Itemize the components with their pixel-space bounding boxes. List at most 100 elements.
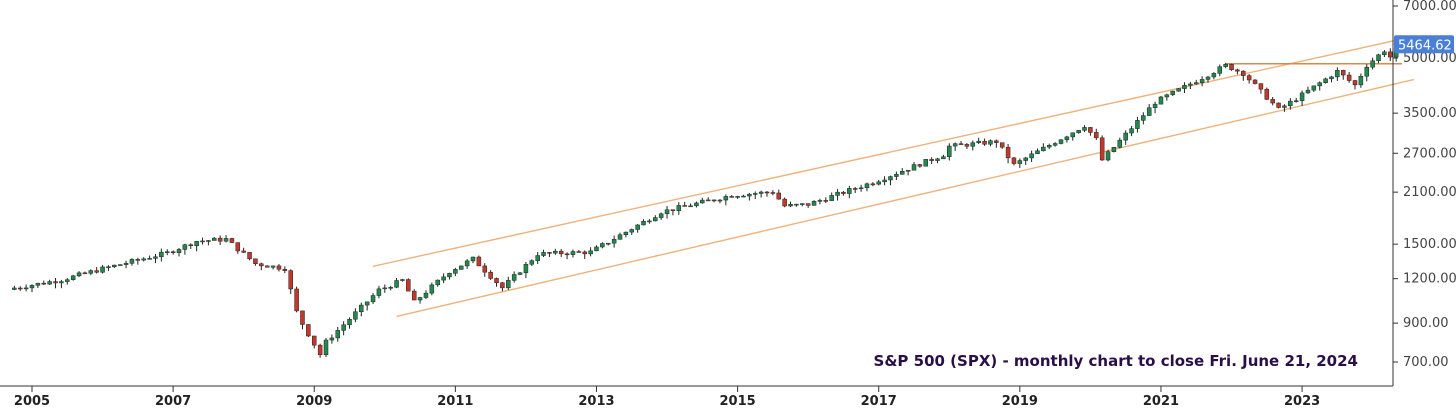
candle	[1046, 143, 1052, 150]
candle-body	[1335, 70, 1340, 78]
candle	[1082, 125, 1087, 133]
candle	[294, 286, 299, 313]
candle-body	[1199, 79, 1205, 83]
candle-body	[1382, 51, 1387, 56]
candle-body	[588, 250, 593, 255]
candle-body	[811, 201, 817, 206]
candle-body	[364, 301, 370, 306]
x-tick-label: 2021	[1143, 394, 1179, 409]
candle	[1105, 149, 1111, 162]
candle-body	[394, 280, 399, 288]
candle-body	[353, 311, 358, 320]
candle-body	[958, 143, 964, 145]
candle-body	[106, 266, 111, 269]
y-tick-label: 700.00	[1403, 355, 1449, 370]
candle-body	[1305, 89, 1311, 94]
candle	[1264, 87, 1270, 101]
candle	[870, 182, 876, 187]
candle	[658, 212, 664, 220]
candle-body	[1005, 146, 1011, 159]
candle	[223, 235, 229, 243]
candle	[976, 137, 981, 144]
candle-body	[1041, 146, 1046, 152]
candle	[641, 219, 646, 226]
candle-body	[553, 250, 558, 254]
candle	[453, 267, 458, 277]
candle	[894, 171, 899, 181]
candle-body	[1123, 132, 1128, 141]
candle-body	[470, 256, 476, 262]
candle-body	[700, 199, 705, 204]
candle-body	[453, 269, 458, 274]
candle-body	[464, 260, 470, 267]
candle	[764, 191, 770, 197]
candle	[1246, 74, 1252, 84]
candle	[429, 282, 435, 296]
candle-body	[82, 272, 88, 275]
candle-body	[247, 252, 252, 260]
candle-body	[1105, 151, 1111, 161]
candle-body	[1352, 80, 1358, 86]
candle-body	[776, 192, 782, 200]
candle	[929, 157, 934, 164]
candle	[752, 191, 758, 200]
candle	[1258, 83, 1264, 94]
candle-body	[729, 196, 734, 198]
candle-body	[1170, 90, 1175, 96]
candle	[441, 273, 446, 284]
candle-body	[429, 284, 435, 294]
candle-body	[264, 265, 270, 268]
candle	[882, 176, 887, 186]
candle	[700, 197, 705, 204]
candle	[1123, 130, 1128, 145]
candle	[917, 163, 923, 168]
candle-body	[500, 282, 505, 289]
candle-body	[623, 231, 629, 236]
candle	[458, 265, 464, 270]
candle-body	[576, 251, 582, 253]
candle-body	[476, 256, 482, 267]
candle-body	[988, 140, 993, 145]
candle	[247, 252, 252, 261]
candle-body	[306, 324, 311, 337]
x-tick-label: 2023	[1284, 394, 1320, 409]
candle	[529, 259, 535, 266]
candle-body	[788, 204, 793, 207]
candle-body	[800, 203, 805, 205]
candle-body	[435, 279, 440, 286]
candle-body	[29, 285, 35, 289]
candle-body	[488, 271, 493, 279]
candle-body	[176, 249, 182, 253]
candle-body	[970, 142, 976, 147]
candle-body	[1323, 78, 1328, 83]
candle-body	[564, 253, 570, 256]
candle	[852, 186, 858, 194]
candle	[300, 310, 305, 330]
candle-body	[1276, 102, 1281, 108]
candle	[1146, 103, 1152, 116]
candle-body	[558, 250, 564, 255]
candle	[741, 194, 746, 198]
candle-body	[47, 281, 52, 285]
candle	[1346, 71, 1352, 83]
candle	[1276, 102, 1281, 109]
candle	[1340, 69, 1346, 80]
candle	[688, 203, 693, 208]
candle-body	[1270, 99, 1275, 104]
candle-body	[605, 242, 611, 245]
candle-body	[1211, 73, 1217, 78]
candle	[347, 317, 352, 329]
candle	[159, 248, 164, 262]
candle	[200, 237, 205, 245]
candle	[758, 190, 764, 198]
candle-body	[1011, 157, 1017, 164]
candle	[635, 224, 640, 233]
candle-body	[270, 265, 276, 268]
candle	[994, 139, 999, 148]
candle	[1041, 143, 1046, 152]
candle	[1188, 81, 1193, 90]
candle	[588, 247, 593, 257]
candle-body	[805, 203, 811, 206]
candle-body	[376, 288, 382, 296]
